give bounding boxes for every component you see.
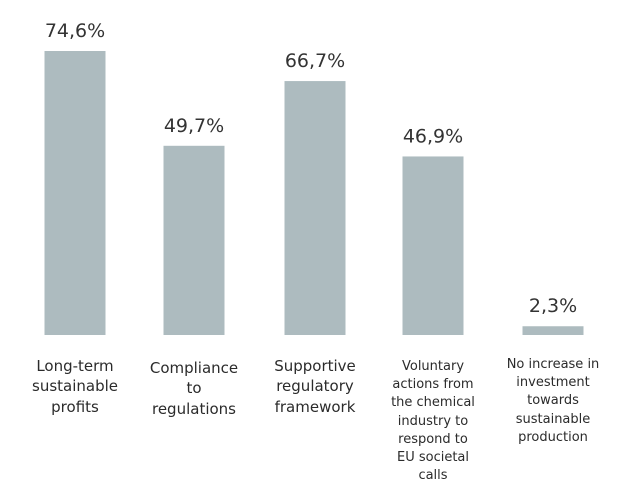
category-label-line: sustainable (515, 411, 591, 427)
value-label-5: 2,3% (529, 295, 577, 317)
category-label-line: the chemical (391, 395, 475, 411)
category-label-line: No increase in (506, 357, 600, 372)
category-label-line: framework (274, 397, 356, 416)
category-label-4: Voluntary actions from the chemical industr… (377, 358, 489, 485)
category-label-line: Supportive (274, 357, 356, 375)
bar-3 (284, 81, 346, 335)
category-label-line: regulations (151, 399, 236, 418)
category-label-line: Long-term (36, 357, 114, 375)
value-label-3: 66,7% (285, 50, 345, 72)
category-label-5: No increase in investment towards sustainab… (497, 356, 609, 447)
category-label-1: Long-term sustainable profits (16, 356, 134, 417)
category-label-line: investment (516, 375, 590, 391)
category-label-3: Supportive regulatory framework (256, 356, 374, 417)
category-label-line: actions from (392, 377, 474, 393)
category-label-line: respond to (398, 431, 468, 447)
bar-5 (522, 326, 584, 335)
category-label-line: towards (527, 393, 579, 409)
category-label-line: industry to (397, 413, 469, 429)
bar-1 (44, 51, 106, 335)
category-label-2: Compliance to regulations (135, 358, 253, 419)
category-label-line: regulatory (276, 377, 354, 396)
category-label-line: profits (51, 397, 99, 416)
category-label-line: to (186, 379, 202, 398)
value-label-2: 49,7% (164, 115, 224, 137)
category-label-line: Voluntary (401, 359, 465, 374)
value-label-4: 46,9% (403, 125, 463, 147)
bar-2 (163, 145, 225, 335)
category-label-line: sustainable (32, 377, 118, 396)
category-label-line: production (518, 429, 588, 445)
category-label-line: EU societal (396, 449, 470, 465)
value-label-1: 74,6% (45, 20, 105, 42)
category-label-line: calls (418, 468, 448, 484)
bar-4 (402, 156, 464, 335)
category-label-line: Compliance (149, 359, 239, 377)
